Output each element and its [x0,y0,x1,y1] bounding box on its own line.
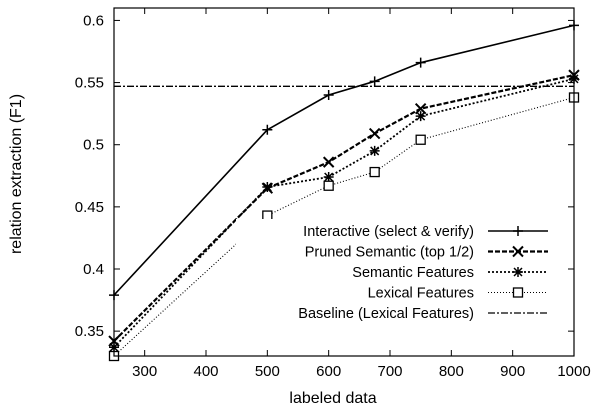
x-tick-label: 300 [132,363,157,380]
data-point [415,111,426,122]
legend-entry: Baseline (Lexical Features) [298,306,548,322]
legend-entry: Semantic Features [352,265,548,281]
legend-label: Interactive (select & verify) [303,224,474,240]
x-tick-label: 700 [377,363,402,380]
legend-entry: Pruned Semantic (top 1/2) [305,245,548,261]
data-point [368,127,381,140]
legend-label: Pruned Semantic (top 1/2) [305,245,474,261]
data-point [262,210,273,221]
y-tick-label: 0.6 [83,12,104,29]
legend-marker [513,226,523,236]
x-tick-label: 1000 [557,363,590,380]
data-point [323,172,334,183]
data-point [323,90,334,100]
series-line [113,96,575,357]
legend-label: Semantic Features [352,265,474,281]
data-point [322,156,335,168]
legend-entry: Lexical Features [368,286,548,302]
data-point [415,134,426,145]
y-tick-label: 0.45 [75,199,104,216]
series-line [113,74,575,342]
y-tick-label: 0.35 [75,323,104,340]
x-tick-label: 900 [500,363,525,380]
plot-frame [113,7,575,357]
legend-marker [512,287,524,298]
legend-background [236,219,568,349]
y-tick-label: 0.5 [83,137,104,154]
series-line [113,77,575,348]
series-line [113,24,575,296]
x-tick-label: 600 [316,363,341,380]
x-tick-label: 400 [193,363,218,380]
data-point [369,76,380,87]
legend-label: Baseline (Lexical Features) [298,306,474,322]
legend-marker [512,245,524,258]
data-point [369,145,380,156]
data-point [262,124,273,135]
axes: 300 400 500 600 700 800 900 1000 0.35 0.4 0.45 0.5 0… [75,7,591,380]
x-axis-title: labeled data [289,390,376,407]
legend-marker [513,267,523,277]
legend-entry: Interactive (select & verify) [303,224,548,240]
x-tick-label: 800 [439,363,464,380]
data-point [369,166,380,178]
legend-label: Lexical Features [368,286,474,302]
y-tick-label: 0.4 [83,261,104,278]
y-tick-label: 0.55 [75,75,104,92]
y-axis-title: relation extraction (F1) [8,94,25,254]
legend: Interactive (select & verify) Pruned Sema… [236,219,568,349]
data-point [323,180,334,191]
x-tick-label: 500 [255,363,280,380]
data-point [415,57,426,68]
data-point [262,181,273,192]
